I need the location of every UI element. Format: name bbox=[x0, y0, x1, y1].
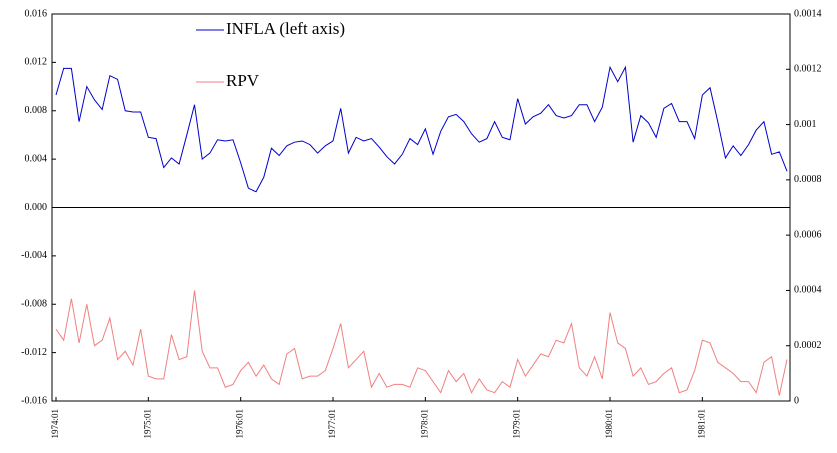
x-tick-label: 1981:01 bbox=[696, 409, 706, 439]
y-tick-label: -0.012 bbox=[21, 347, 47, 358]
x-tick-label: 1975:01 bbox=[142, 409, 152, 439]
y-tick-label: -0.004 bbox=[21, 250, 47, 261]
y2-tick-label: 0.0002 bbox=[794, 340, 822, 351]
y-tick-label: 0.000 bbox=[25, 202, 48, 213]
y-tick-label: 0.008 bbox=[25, 105, 48, 116]
y-tick-label: -0.016 bbox=[21, 395, 47, 406]
y-tick-label: 0.004 bbox=[25, 153, 48, 164]
y2-tick-label: 0.0004 bbox=[794, 285, 822, 296]
x-tick-label: 1974:01 bbox=[50, 409, 60, 439]
x-tick-label: 1976:01 bbox=[235, 409, 245, 439]
series-line bbox=[55, 290, 788, 396]
y2-tick-label: 0.0006 bbox=[794, 229, 822, 240]
series-line bbox=[55, 65, 788, 193]
y2-tick-label: 0.001 bbox=[794, 119, 817, 130]
y2-tick-label: 0 bbox=[794, 395, 799, 406]
legend-label: INFLA (left axis) bbox=[226, 19, 345, 38]
x-tick-label: 1980:01 bbox=[604, 409, 614, 439]
y-tick-label: -0.008 bbox=[21, 299, 47, 310]
y-tick-label: 0.016 bbox=[25, 8, 48, 19]
y2-tick-label: 0.0012 bbox=[794, 64, 822, 75]
legend-label: RPV bbox=[226, 71, 260, 90]
x-tick-label: 1978:01 bbox=[419, 409, 429, 439]
y2-tick-label: 0.0014 bbox=[794, 8, 822, 19]
x-tick-label: 1979:01 bbox=[512, 409, 522, 439]
y-tick-label: 0.012 bbox=[25, 57, 48, 68]
y2-tick-label: 0.0008 bbox=[794, 174, 822, 185]
x-tick-label: 1977:01 bbox=[327, 409, 337, 439]
